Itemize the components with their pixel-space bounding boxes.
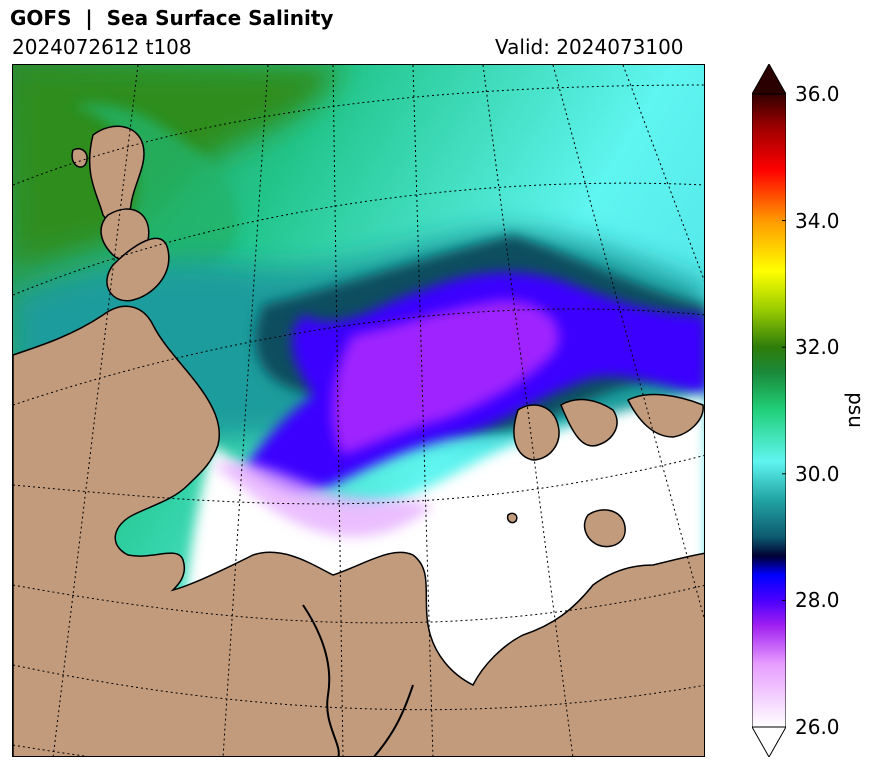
violet-core	[332, 300, 560, 455]
colorbar-tick-label: 28.0	[795, 588, 840, 613]
colorbar-max-extend	[752, 64, 786, 95]
land-siberian-mainland	[13, 305, 704, 756]
run-label: 2024072612 t108	[12, 35, 192, 59]
colorbar-body	[752, 93, 786, 728]
green-filament-zone	[73, 103, 239, 274]
lilac-transition	[213, 461, 433, 537]
map-title: GOFS | Sea Surface Salinity	[10, 6, 334, 30]
colorbar-tick-label: 36.0	[795, 82, 840, 106]
graticule	[13, 65, 704, 756]
colorbar-tick-label: 34.0	[795, 208, 840, 233]
colorbar-tick-label: 32.0	[795, 335, 840, 360]
land-new-siberian-islands	[506, 393, 704, 548]
salinity-map-canvas	[13, 65, 704, 756]
colorbar-min-extend	[752, 726, 786, 757]
valid-time-label: Valid: 2024073100	[495, 35, 684, 59]
colorbar	[752, 64, 786, 757]
salinity-map	[12, 64, 705, 757]
colorbar-tick-label: 30.0	[795, 461, 840, 486]
colorbar-tick-label: 26.0	[795, 715, 840, 739]
land-severnaya-zemlya	[71, 125, 170, 302]
rivers	[302, 604, 414, 756]
colorbar-ticks	[782, 93, 786, 728]
colorbar-units-label: psu	[844, 392, 868, 428]
